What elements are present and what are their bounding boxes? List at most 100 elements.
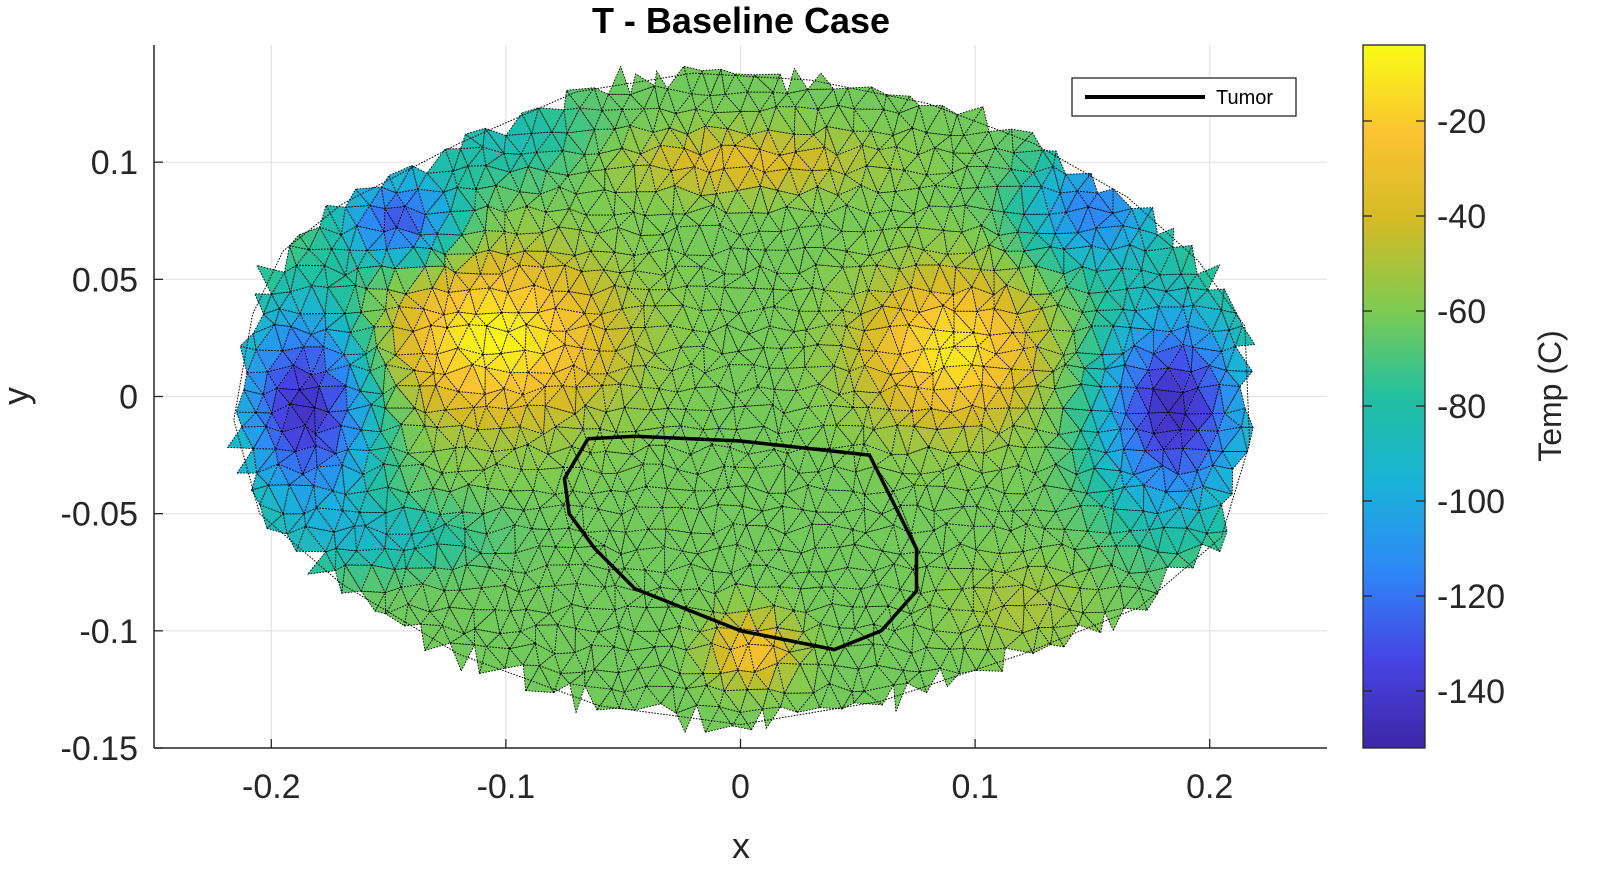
mesh-element — [708, 144, 725, 174]
mesh-element — [818, 465, 835, 491]
mesh-element — [365, 326, 378, 355]
mesh-element — [658, 606, 680, 632]
mesh-element — [802, 484, 817, 513]
mesh-element — [811, 523, 830, 549]
mesh-element — [514, 426, 529, 450]
mesh-element — [584, 129, 600, 156]
mesh-element — [654, 304, 684, 326]
mesh-element — [444, 265, 456, 293]
mesh-element — [468, 324, 488, 356]
mesh-element — [690, 363, 706, 389]
mesh-element — [747, 74, 774, 93]
mesh-element — [424, 265, 446, 289]
mesh-element — [735, 564, 757, 588]
mesh-element — [1115, 530, 1140, 547]
mesh-element — [1128, 545, 1148, 574]
mesh-element — [637, 646, 661, 670]
mesh-element — [1069, 609, 1084, 626]
mesh-element — [825, 125, 854, 156]
mesh-element — [474, 628, 501, 648]
mesh-element — [324, 265, 347, 288]
mesh-element — [972, 569, 994, 589]
mesh-element — [773, 388, 798, 414]
mesh-element — [394, 246, 426, 270]
mesh-element — [1146, 566, 1168, 594]
mesh-element — [1012, 493, 1035, 512]
mesh-element — [1026, 407, 1045, 431]
mesh-element — [743, 265, 761, 289]
mesh-element — [344, 284, 362, 314]
mesh-element — [780, 692, 798, 713]
mesh-element — [917, 132, 936, 156]
mesh-element — [1017, 465, 1036, 495]
mesh-element — [554, 307, 586, 332]
mesh-element — [679, 563, 700, 591]
mesh-element — [1035, 232, 1056, 248]
mesh-element — [1011, 128, 1033, 154]
mesh-element — [1141, 250, 1161, 276]
mesh-element — [251, 484, 269, 506]
mesh-element — [1022, 627, 1039, 654]
mesh-element — [847, 86, 872, 110]
mesh-element — [1000, 444, 1019, 470]
mesh-element — [1221, 309, 1237, 331]
mesh-element — [519, 404, 544, 435]
mesh-element — [544, 405, 576, 428]
mesh-element — [527, 353, 554, 374]
mesh-element — [755, 548, 780, 567]
mesh-element — [783, 390, 809, 414]
mesh-element — [644, 191, 674, 216]
mesh-element — [727, 466, 747, 488]
mesh-element — [477, 427, 501, 453]
mesh-element — [1187, 273, 1209, 291]
mesh-element — [539, 504, 564, 531]
mesh-element — [723, 446, 736, 468]
mesh-element — [701, 68, 722, 97]
mesh-element — [805, 324, 830, 345]
mesh-element — [686, 266, 707, 287]
mesh-element — [694, 372, 719, 389]
mesh-element — [920, 470, 944, 487]
mesh-element — [239, 345, 257, 374]
mesh-element — [658, 370, 678, 393]
mesh-element — [849, 349, 865, 372]
mesh-element — [758, 212, 782, 233]
mesh-element — [304, 407, 316, 435]
mesh-element — [302, 445, 318, 475]
mesh-element — [603, 530, 622, 555]
mesh-element — [568, 208, 587, 231]
mesh-element — [676, 213, 701, 228]
mesh-element — [979, 624, 996, 651]
mesh-element — [897, 213, 918, 228]
mesh-element — [295, 264, 326, 287]
mesh-element — [679, 673, 704, 689]
mesh-element — [933, 486, 965, 512]
mesh-element — [355, 186, 382, 206]
mesh-element — [543, 426, 557, 455]
mesh-element — [395, 369, 421, 387]
mesh-element — [824, 194, 848, 215]
mesh-element — [520, 151, 537, 168]
mesh-element — [976, 505, 999, 527]
mesh-element — [450, 186, 476, 212]
mesh-element — [677, 469, 699, 492]
mesh-element — [713, 93, 741, 114]
mesh-element — [341, 464, 364, 495]
mesh-element — [807, 72, 835, 90]
mesh-element — [699, 144, 723, 174]
mesh-element — [800, 523, 816, 554]
mesh-element — [852, 443, 865, 473]
mesh-element — [1136, 412, 1155, 434]
mesh-element — [1005, 267, 1032, 296]
mesh-element — [715, 189, 738, 214]
mesh-element — [342, 493, 361, 513]
mesh-element — [289, 234, 310, 251]
mesh-element — [562, 150, 586, 176]
mesh-element — [482, 506, 503, 535]
mesh-element — [584, 312, 602, 325]
mesh-element — [798, 287, 820, 312]
mesh-element — [833, 664, 859, 693]
mesh-element — [276, 364, 300, 391]
colorbar-tick-label: -80 — [1437, 388, 1486, 426]
mesh-element — [384, 407, 416, 425]
